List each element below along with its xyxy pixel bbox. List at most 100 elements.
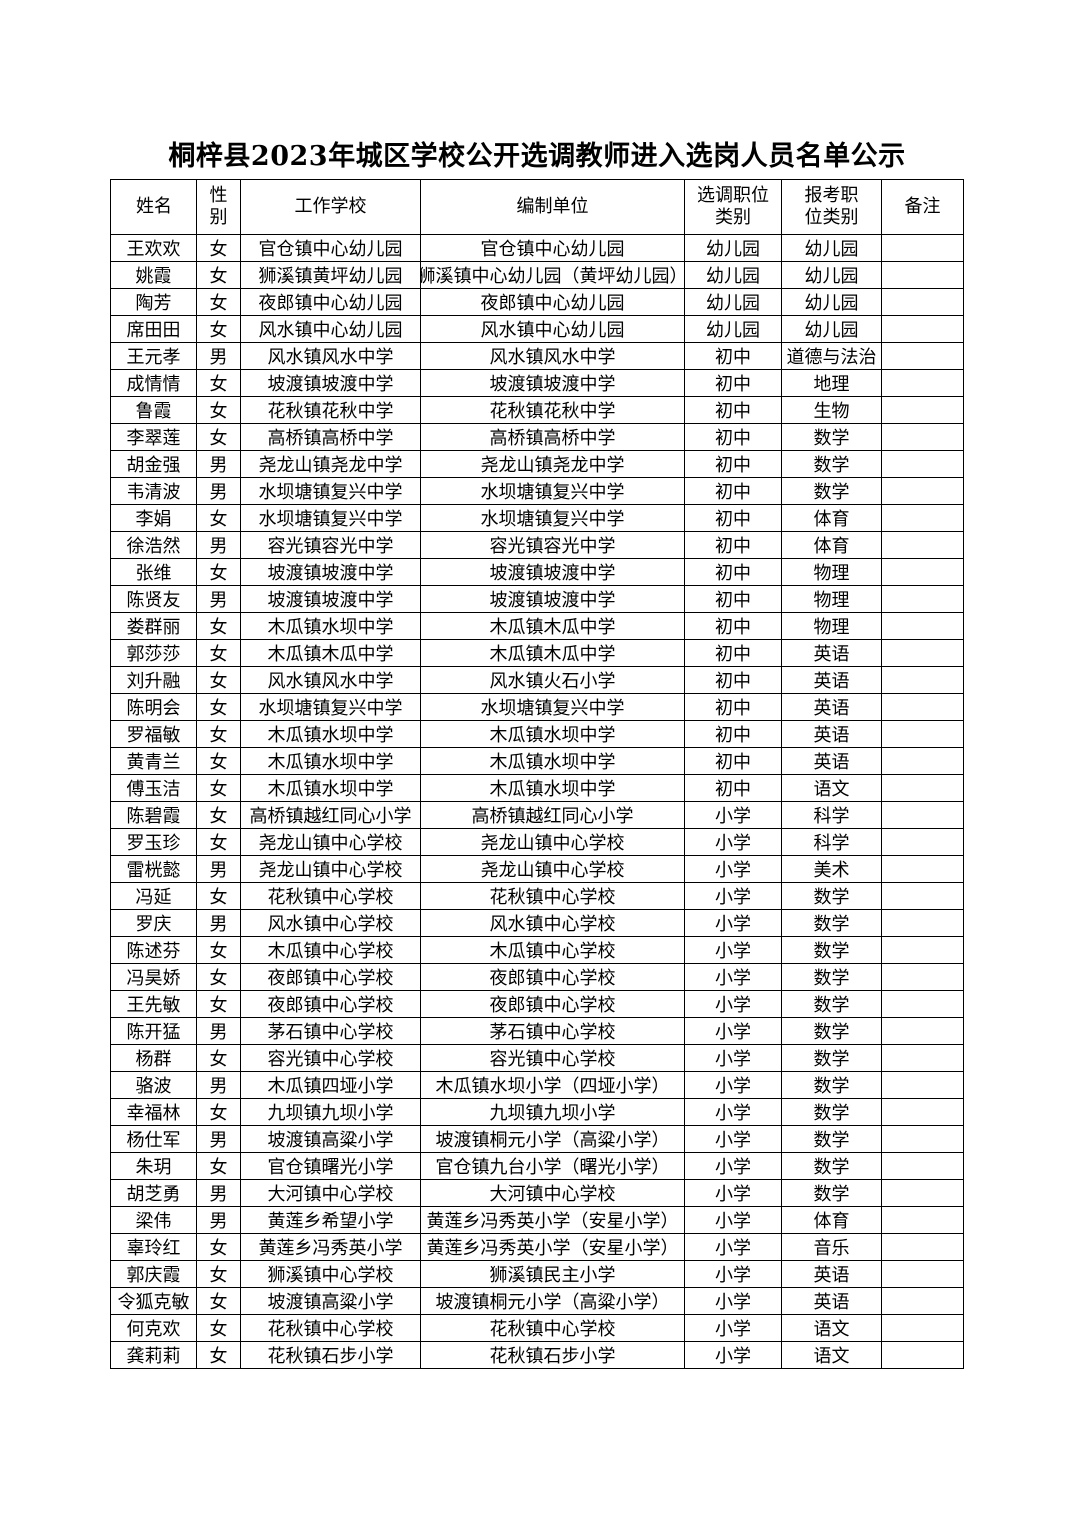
cell-transfer-category: 初中 [684,612,782,640]
cell-applied-post: 物理 [781,612,882,640]
gender-text: 女 [209,887,228,908]
gender-text: 女 [209,1103,228,1124]
gender-text: 女 [209,1238,228,1259]
cell-staffing-unit: 坡渡镇桐元小学（高粱小学） [420,1287,685,1315]
staffing-unit-text: 大河镇中心学校 [489,1184,616,1205]
staffing-unit-text: 黄莲乡冯秀英小学（安星小学） [426,1211,679,1232]
applied-post-text: 英语 [813,698,850,719]
name-text: 李娟 [135,509,172,530]
cell-name: 郭莎莎 [110,639,197,667]
table-row: 鲁霞 女 花秋镇花秋中学 花秋镇花秋中学 初中 生物 [110,396,964,424]
cell-gender: 女 [196,693,241,721]
name-text: 令狐克敏 [117,1292,190,1313]
cell-remarks [881,531,964,559]
gender-text: 女 [209,563,228,584]
staffing-unit-text: 尧龙山镇尧龙中学 [480,455,625,476]
cell-applied-post: 数学 [781,450,882,478]
cell-work-school: 风水镇中心幼儿园 [240,315,421,343]
cell-applied-post: 数学 [781,882,882,910]
name-text: 姚霞 [135,266,172,287]
cell-applied-post: 语文 [781,1314,882,1342]
table-row: 朱玥 女 官仓镇曙光小学 官仓镇九台小学（曙光小学） 小学 数学 [110,1152,964,1180]
cell-gender: 女 [196,936,241,964]
table-row: 杨群 女 容光镇中心学校 容光镇中心学校 小学 数学 [110,1044,964,1072]
cell-remarks [881,936,964,964]
transfer-category-text: 初中 [715,779,751,800]
applied-post-text: 物理 [813,590,850,611]
cell-staffing-unit: 官仓镇九台小学（曙光小学） [420,1152,685,1180]
cell-name: 徐浩然 [110,531,197,559]
cell-applied-post: 数学 [781,909,882,937]
table-row: 徐浩然 男 容光镇容光中学 容光镇容光中学 初中 体育 [110,531,964,559]
work-school-text: 水坝塘镇复兴中学 [258,509,403,530]
cell-applied-post: 英语 [781,639,882,667]
cell-name: 罗玉珍 [110,828,197,856]
gender-text: 女 [209,1049,228,1070]
staffing-unit-text: 夜郎镇中心幼儿园 [480,293,625,314]
header-staffing-unit: 编制单位 [420,179,685,235]
cell-work-school: 尧龙山镇中心学校 [240,855,421,883]
cell-transfer-category: 小学 [684,1179,782,1207]
cell-gender: 女 [196,639,241,667]
gender-text: 女 [209,995,228,1016]
cell-applied-post: 英语 [781,747,882,775]
staffing-unit-text: 风水镇火石小学 [489,671,616,692]
remarks-text [883,1154,963,1179]
cell-transfer-category: 小学 [684,1206,782,1234]
gender-text: 女 [209,374,228,395]
cell-name: 陶芳 [110,288,197,316]
staffing-unit-text: 花秋镇花秋中学 [489,401,616,422]
header-applied-post: 报考职位类别 [781,179,882,235]
work-school-text: 坡渡镇坡渡中学 [267,590,394,611]
cell-remarks [881,504,964,532]
applied-post-text: 科学 [813,806,850,827]
cell-staffing-unit: 风水镇火石小学 [420,666,685,694]
cell-staffing-unit: 茅石镇中心学校 [420,1017,685,1045]
cell-name: 令狐克敏 [110,1287,197,1315]
cell-applied-post: 幼儿园 [781,234,882,262]
cell-work-school: 官仓镇中心幼儿园 [240,234,421,262]
cell-transfer-category: 小学 [684,1044,782,1072]
cell-work-school: 花秋镇石步小学 [240,1341,421,1369]
table-row: 何克欢 女 花秋镇中心学校 花秋镇中心学校 小学 语文 [110,1314,964,1342]
transfer-category-text: 小学 [715,1292,751,1313]
table-row: 龚莉莉 女 花秋镇石步小学 花秋镇石步小学 小学 语文 [110,1341,964,1369]
cell-transfer-category: 小学 [684,882,782,910]
applied-post-text: 地理 [813,374,850,395]
work-school-text: 花秋镇花秋中学 [267,401,394,422]
remarks-text [883,290,963,315]
name-text: 鲁霞 [135,401,172,422]
remarks-text [883,1262,963,1287]
work-school-text: 水坝塘镇复兴中学 [258,482,403,503]
applied-post-text: 数学 [813,1103,850,1124]
table-row: 刘升融 女 风水镇风水中学 风水镇火石小学 初中 英语 [110,666,964,694]
table-header-row: 姓名 性别 工作学校 编制单位 选调职位类别 报考职位类别 备注 [110,179,964,235]
cell-gender: 女 [196,801,241,829]
table-row: 冯昊娇 女 夜郎镇中心学校 夜郎镇中心学校 小学 数学 [110,963,964,991]
cell-name: 刘升融 [110,666,197,694]
work-school-text: 黄莲乡希望小学 [267,1211,394,1232]
gender-text: 男 [209,1130,228,1151]
cell-staffing-unit: 花秋镇石步小学 [420,1341,685,1369]
gender-text: 女 [209,239,228,260]
cell-gender: 女 [196,423,241,451]
cell-transfer-category: 初中 [684,450,782,478]
cell-remarks [881,1071,964,1099]
name-text: 张维 [135,563,172,584]
staffing-unit-text: 坡渡镇坡渡中学 [489,590,616,611]
cell-staffing-unit: 花秋镇花秋中学 [420,396,685,424]
transfer-category-text: 小学 [715,914,751,935]
table-row: 姚霞 女 狮溪镇黄坪幼儿园 狮溪镇中心幼儿园（黄坪幼儿园） 幼儿园 幼儿园 [110,261,964,289]
cell-name: 骆波 [110,1071,197,1099]
staffing-unit-text: 夜郎镇中心学校 [489,995,616,1016]
cell-remarks [881,558,964,586]
cell-gender: 女 [196,234,241,262]
cell-gender: 男 [196,585,241,613]
cell-gender: 女 [196,774,241,802]
staffing-unit-text: 黄莲乡冯秀英小学（安星小学） [426,1238,679,1259]
cell-name: 黄青兰 [110,747,197,775]
cell-transfer-category: 初中 [684,396,782,424]
cell-applied-post: 地理 [781,369,882,397]
work-school-text: 水坝塘镇复兴中学 [258,698,403,719]
transfer-category-text: 小学 [715,1130,751,1151]
